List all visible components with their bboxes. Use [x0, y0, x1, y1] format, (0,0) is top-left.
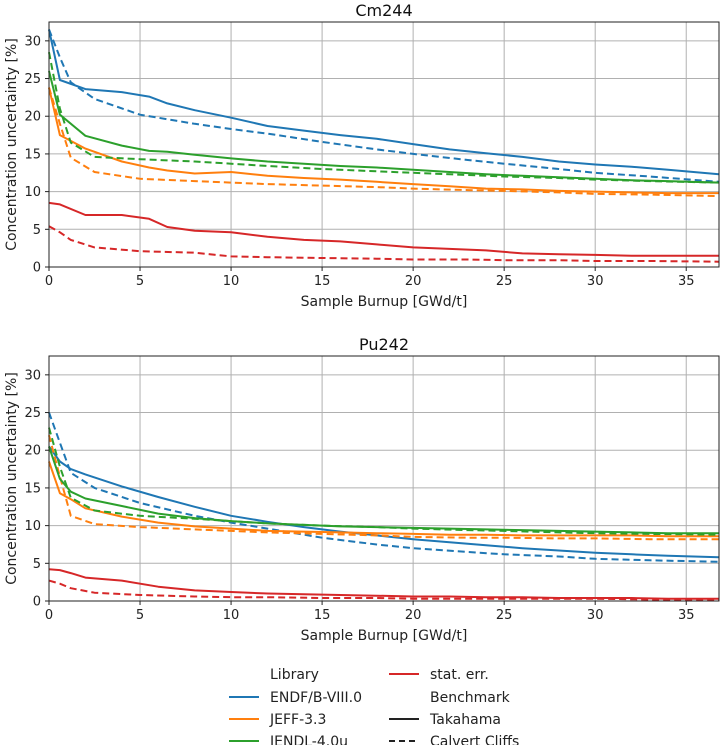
- chart-title: Pu242: [359, 335, 409, 354]
- y-tick-label: 5: [33, 223, 41, 238]
- plot-frame: [48, 355, 720, 602]
- legend-label-endf: ENDF/B-VIII.0: [270, 690, 362, 706]
- x-tick-label: 10: [223, 274, 240, 289]
- series-line-jeff-3-3-calvert-cliffs: [48, 434, 719, 541]
- series-line-endf-b-viii-0-takahama: [48, 29, 720, 176]
- legend: Library ENDF/B-VIII.0 JEFF-3.3 JENDL-4.0…: [229, 667, 519, 745]
- series-line-stat-err--calvert-cliffs: [48, 225, 720, 263]
- series-line-jeff-3-3-calvert-cliffs: [48, 87, 720, 198]
- y-tick-label: 30: [24, 34, 41, 49]
- x-tick-label: 35: [678, 608, 695, 623]
- y-axis: 0 5 10 15 20 25 30: [24, 34, 49, 276]
- y-axis-label: Concentration uncertainty [%]: [4, 372, 20, 585]
- series-line-endf-b-viii-0-takahama: [48, 445, 720, 559]
- y-tick-label: 20: [24, 110, 41, 125]
- y-tick-label: 10: [24, 185, 41, 200]
- x-axis-label: Sample Burnup [GWd/t]: [301, 628, 468, 644]
- x-tick-label: 20: [405, 274, 422, 289]
- series-line-jendl-4-0u-calvert-cliffs: [48, 52, 720, 184]
- x-axis: 0 5 10 15 20 25 30 35: [45, 267, 695, 289]
- legend-label-jendl: JENDL-4.0u: [269, 734, 348, 745]
- legend-header-benchmark: Benchmark: [430, 690, 511, 706]
- y-tick-label: 20: [24, 444, 41, 459]
- y-tick-label: 15: [24, 481, 41, 496]
- x-tick-label: 25: [496, 274, 513, 289]
- legend-label-jeff: JEFF-3.3: [269, 712, 326, 728]
- chart-cm244: Cm244 0 5 10 15 20 25 30 35 0 5 10 15 20 25 30 Sample…: [4, 1, 720, 310]
- series-line-stat-err--takahama: [48, 201, 719, 257]
- x-tick-label: 30: [587, 274, 604, 289]
- series-line-stat-err--takahama: [48, 568, 719, 600]
- x-tick-label: 20: [405, 608, 422, 623]
- x-axis-label: Sample Burnup [GWd/t]: [301, 294, 468, 310]
- y-axis: 0 5 10 15 20 25 30: [24, 368, 49, 610]
- x-tick-label: 35: [678, 274, 695, 289]
- y-tick-label: 0: [33, 261, 41, 276]
- chart-title: Cm244: [355, 1, 412, 20]
- y-tick-label: 15: [24, 147, 41, 162]
- legend-label-calvert-cliffs: Calvert Cliffs: [430, 734, 519, 745]
- series-line-stat-err--calvert-cliffs: [48, 579, 719, 601]
- y-tick-label: 25: [24, 406, 41, 421]
- x-axis: 0 5 10 15 20 25 30 35: [45, 601, 695, 623]
- x-tick-label: 10: [223, 608, 240, 623]
- series-line-jeff-3-3-takahama: [48, 461, 719, 538]
- y-axis-label: Concentration uncertainty [%]: [4, 38, 20, 251]
- grid: [48, 22, 719, 268]
- y-tick-label: 25: [24, 72, 41, 87]
- x-tick-label: 0: [45, 274, 53, 289]
- x-tick-label: 30: [587, 608, 604, 623]
- x-tick-label: 0: [45, 608, 53, 623]
- series-line-endf-b-viii-0-calvert-cliffs: [48, 412, 720, 563]
- series-line-jendl-4-0u-calvert-cliffs: [48, 427, 720, 536]
- y-tick-label: 0: [33, 595, 41, 610]
- grid: [48, 356, 719, 602]
- series-lines: [48, 412, 720, 601]
- x-tick-label: 25: [496, 608, 513, 623]
- series-line-jeff-3-3-takahama: [48, 87, 719, 195]
- x-tick-label: 5: [136, 274, 144, 289]
- series-lines: [48, 29, 720, 263]
- plot-frame: [48, 21, 720, 268]
- x-tick-label: 15: [314, 608, 331, 623]
- y-tick-label: 5: [33, 557, 41, 572]
- y-tick-label: 30: [24, 368, 41, 383]
- x-tick-label: 5: [136, 608, 144, 623]
- legend-label-takahama: Takahama: [429, 712, 501, 728]
- series-line-endf-b-viii-0-calvert-cliffs: [48, 29, 720, 183]
- x-tick-label: 15: [314, 274, 331, 289]
- legend-label-stat-err: stat. err.: [430, 667, 489, 683]
- chart-pu242: Pu242 0 5 10 15 20 25 30 35 0 5 10 15 20 25 30 Sample…: [4, 335, 720, 644]
- y-tick-label: 10: [24, 519, 41, 534]
- legend-header-library: Library: [270, 667, 319, 683]
